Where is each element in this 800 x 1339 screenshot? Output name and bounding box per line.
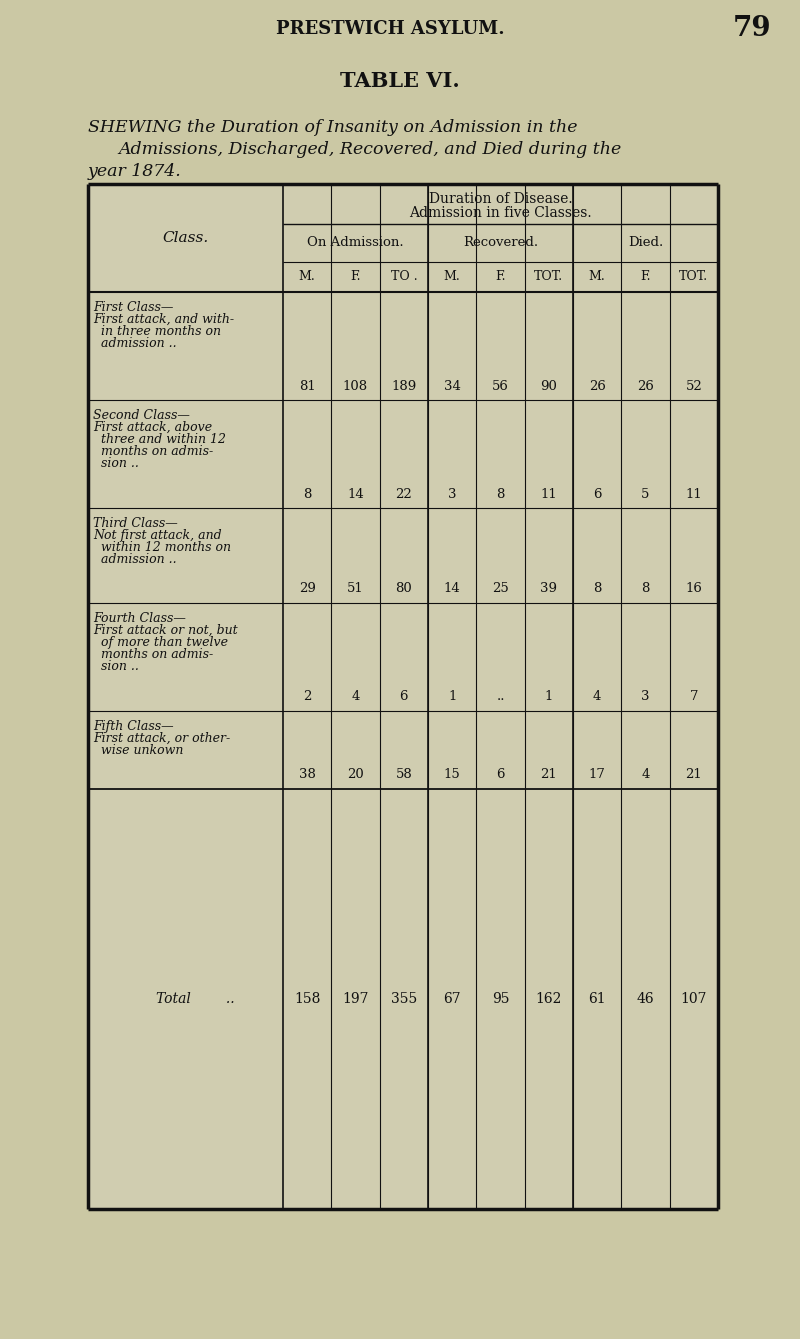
Text: M.: M. [298,270,315,284]
Text: months on admis-: months on admis- [93,445,214,458]
Text: TO .: TO . [390,270,417,284]
Text: 22: 22 [395,487,412,501]
Text: Admission in five Classes.: Admission in five Classes. [409,206,592,220]
Text: admission ..: admission .. [93,337,177,349]
Text: 197: 197 [342,992,369,1006]
Bar [88,183,718,1209]
Text: First Class—: First Class— [93,301,174,315]
Text: 8: 8 [496,487,505,501]
Text: 81: 81 [298,379,315,392]
Text: 21: 21 [541,769,558,782]
Text: First attack, or other-: First attack, or other- [93,732,230,744]
Text: 58: 58 [395,769,412,782]
Text: months on admis-: months on admis- [93,648,214,661]
Text: 6: 6 [496,769,505,782]
Text: F.: F. [640,270,650,284]
Text: M.: M. [589,270,606,284]
Text: SHEWING the Duration of Insanity on Admission in the: SHEWING the Duration of Insanity on Admi… [88,119,578,137]
Text: 56: 56 [492,379,509,392]
Text: 51: 51 [347,582,364,596]
Text: 4: 4 [351,691,360,703]
Text: 15: 15 [444,769,461,782]
Text: Died.: Died. [628,237,663,249]
Text: 95: 95 [492,992,510,1006]
Text: TOT.: TOT. [679,270,708,284]
Text: Recovered.: Recovered. [463,237,538,249]
Text: 8: 8 [303,487,311,501]
Text: 107: 107 [681,992,707,1006]
Text: sion ..: sion .. [93,660,139,674]
Text: 46: 46 [637,992,654,1006]
Text: 158: 158 [294,992,320,1006]
Text: 90: 90 [540,379,558,392]
Text: Not first attack, and: Not first attack, and [93,529,222,542]
Text: 52: 52 [686,379,702,392]
Text: within 12 months on: within 12 months on [93,541,231,554]
Text: of more than twelve: of more than twelve [93,636,228,649]
Text: First attack, and with-: First attack, and with- [93,313,234,325]
Text: 11: 11 [541,487,558,501]
Text: 162: 162 [536,992,562,1006]
Text: F.: F. [350,270,361,284]
Text: 108: 108 [343,379,368,392]
Text: 4: 4 [642,769,650,782]
Text: Admissions, Discharged, Recovered, and Died during the: Admissions, Discharged, Recovered, and D… [118,141,622,158]
Text: sion ..: sion .. [93,457,139,470]
Text: 6: 6 [399,691,408,703]
Text: 6: 6 [593,487,602,501]
Text: 11: 11 [686,487,702,501]
Text: 355: 355 [390,992,417,1006]
Text: 3: 3 [448,487,457,501]
Text: M.: M. [444,270,461,284]
Text: 26: 26 [637,379,654,392]
Text: F.: F. [495,270,506,284]
Text: Third Class—: Third Class— [93,517,178,530]
Text: year 1874.: year 1874. [88,163,182,179]
Text: in three months on: in three months on [93,325,221,337]
Text: 4: 4 [593,691,602,703]
Text: 2: 2 [303,691,311,703]
Text: 39: 39 [540,582,558,596]
Text: 26: 26 [589,379,606,392]
Text: 3: 3 [642,691,650,703]
Text: Total        ..: Total .. [156,992,235,1006]
Text: 61: 61 [588,992,606,1006]
Text: 8: 8 [642,582,650,596]
Text: First attack, above: First attack, above [93,420,212,434]
Text: 17: 17 [589,769,606,782]
Text: Fourth Class—: Fourth Class— [93,612,186,625]
Text: 14: 14 [444,582,461,596]
Text: Second Class—: Second Class— [93,408,190,422]
Text: 38: 38 [298,769,316,782]
Text: wise unkown: wise unkown [93,744,183,757]
Text: admission ..: admission .. [93,553,177,566]
Text: 79: 79 [733,16,771,43]
Text: 29: 29 [298,582,316,596]
Text: On Admission.: On Admission. [307,237,404,249]
Text: 14: 14 [347,487,364,501]
Text: 21: 21 [686,769,702,782]
Text: PRESTWICH ASYLUM.: PRESTWICH ASYLUM. [276,20,504,37]
Text: 67: 67 [443,992,461,1006]
Text: 80: 80 [395,582,412,596]
Text: 16: 16 [686,582,702,596]
Text: 8: 8 [593,582,602,596]
Text: 189: 189 [391,379,417,392]
Text: 7: 7 [690,691,698,703]
Text: Duration of Disease.: Duration of Disease. [429,191,572,206]
Text: 34: 34 [444,379,461,392]
Text: 5: 5 [642,487,650,501]
Text: three and within 12: three and within 12 [93,432,226,446]
Text: Class.: Class. [162,232,209,245]
Text: 20: 20 [347,769,364,782]
Text: TABLE VI.: TABLE VI. [340,71,460,91]
Text: Fifth Class—: Fifth Class— [93,720,174,732]
Text: 25: 25 [492,582,509,596]
Text: 1: 1 [545,691,553,703]
Text: 1: 1 [448,691,456,703]
Text: First attack or not, but: First attack or not, but [93,624,238,637]
Text: TOT.: TOT. [534,270,563,284]
Text: ..: .. [496,691,505,703]
